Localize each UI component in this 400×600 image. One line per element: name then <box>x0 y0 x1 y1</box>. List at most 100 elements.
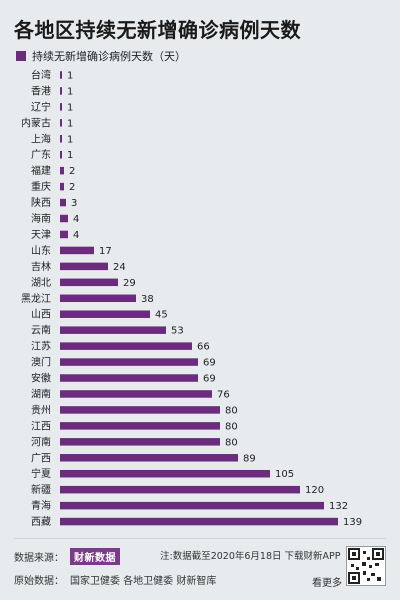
category-label: 山东 <box>31 244 51 257</box>
category-label: 上海 <box>31 132 51 145</box>
bar <box>60 182 64 191</box>
source-label: 数据来源： <box>14 553 64 564</box>
bar <box>60 119 62 127</box>
bar <box>60 166 64 175</box>
category-label: 山西 <box>31 309 51 321</box>
category-label: 澳门 <box>31 356 51 369</box>
legend-swatch <box>16 51 26 61</box>
category-label: 江苏 <box>31 340 51 353</box>
category-label: 广西 <box>31 452 51 464</box>
value-label: 1 <box>67 134 73 145</box>
footer: 数据来源： 财新数据 注:数据截至2020年6月18日 下载财新APP 原始数据… <box>14 546 386 596</box>
category-label: 湖南 <box>31 387 51 400</box>
bar <box>60 230 68 239</box>
bar <box>60 150 62 159</box>
chart-title: 各地区持续无新增确诊病例天数 <box>14 18 301 42</box>
bar <box>60 517 338 526</box>
category-label: 湖北 <box>31 277 51 289</box>
category-label: 辽宁 <box>31 100 51 113</box>
value-label: 53 <box>171 326 184 337</box>
bar <box>60 406 220 414</box>
bar <box>60 469 270 478</box>
value-label: 89 <box>243 453 256 464</box>
category-label: 西藏 <box>31 516 51 528</box>
value-label: 69 <box>203 358 216 369</box>
value-label: 80 <box>225 405 238 416</box>
bar <box>60 310 150 318</box>
bar <box>60 214 68 223</box>
bar <box>60 103 62 111</box>
category-label: 宁夏 <box>31 467 51 480</box>
bar <box>60 262 108 271</box>
category-label: 贵州 <box>31 403 51 416</box>
category-label: 福建 <box>31 164 51 177</box>
value-label: 24 <box>113 262 126 273</box>
value-label: 76 <box>217 389 230 400</box>
value-label: 45 <box>155 310 168 321</box>
value-label: 1 <box>67 150 73 161</box>
value-label: 1 <box>67 118 73 129</box>
category-label: 香港 <box>31 85 51 97</box>
bar <box>60 374 198 382</box>
value-label: 2 <box>69 182 75 193</box>
source-brand-logo: 财新数据 <box>70 548 120 565</box>
category-label: 广东 <box>31 148 51 161</box>
category-label: 江西 <box>31 420 51 432</box>
bar <box>60 246 94 255</box>
footer-divider <box>14 538 386 539</box>
value-label: 132 <box>329 501 348 512</box>
value-label: 139 <box>343 517 362 528</box>
bar <box>60 135 62 143</box>
bar <box>60 358 198 366</box>
value-label: 69 <box>203 374 216 385</box>
bar <box>60 198 66 207</box>
value-label: 3 <box>71 198 77 209</box>
value-label: 105 <box>275 469 294 480</box>
data-note: 注:数据截至2020年6月18日 下载财新APP <box>160 551 341 562</box>
category-label: 重庆 <box>31 180 51 193</box>
legend-label: 持续无新增确诊病例天数（天） <box>32 50 186 63</box>
value-label: 1 <box>67 70 73 81</box>
original-sources: 国家卫健委 各地卫健委 财新智库 <box>70 576 217 587</box>
value-label: 17 <box>99 246 112 257</box>
category-label: 云南 <box>31 324 51 337</box>
legend: 持续无新增确诊病例天数（天） <box>16 48 186 64</box>
bar-chart: 台湾 1 香港 1 辽宁 1 内蒙古 1 上海 1 广东 1 福建 2 重庆 2 陕西 3 海南 4 天津 4 山东 17 吉林… <box>21 68 362 528</box>
value-label: 80 <box>225 437 238 448</box>
source-row: 数据来源： 财新数据 <box>14 548 120 565</box>
category-label: 内蒙古 <box>21 116 51 129</box>
value-label: 4 <box>73 230 79 241</box>
category-label: 天津 <box>31 229 51 241</box>
category-label: 陕西 <box>31 196 51 209</box>
bar <box>60 71 62 79</box>
bar <box>60 342 192 350</box>
category-label: 黑龙江 <box>21 292 51 305</box>
bar <box>60 501 324 510</box>
original-row: 原始数据： 国家卫健委 各地卫健委 财新智库 <box>14 572 216 587</box>
bar <box>60 294 136 303</box>
value-label: 1 <box>67 86 73 97</box>
value-label: 29 <box>123 278 136 289</box>
bar <box>60 390 212 398</box>
value-label: 120 <box>305 485 324 496</box>
value-label: 4 <box>73 214 79 225</box>
qr-code-icon <box>346 546 386 586</box>
value-label: 80 <box>225 421 238 432</box>
value-label: 2 <box>69 166 75 177</box>
bar <box>60 438 220 446</box>
category-label: 新疆 <box>31 483 51 496</box>
category-label: 河南 <box>31 435 51 448</box>
category-label: 海南 <box>31 212 51 225</box>
bar <box>60 485 300 494</box>
bar <box>60 454 238 462</box>
bar <box>60 422 220 430</box>
bar <box>60 278 118 287</box>
bar <box>60 87 62 95</box>
category-label: 吉林 <box>31 260 51 273</box>
value-label: 66 <box>197 342 210 353</box>
see-more-text: 看更多 <box>312 578 342 589</box>
value-label: 1 <box>67 102 73 113</box>
category-label: 台湾 <box>31 68 51 81</box>
value-label: 38 <box>141 294 154 305</box>
original-label: 原始数据： <box>14 576 64 587</box>
